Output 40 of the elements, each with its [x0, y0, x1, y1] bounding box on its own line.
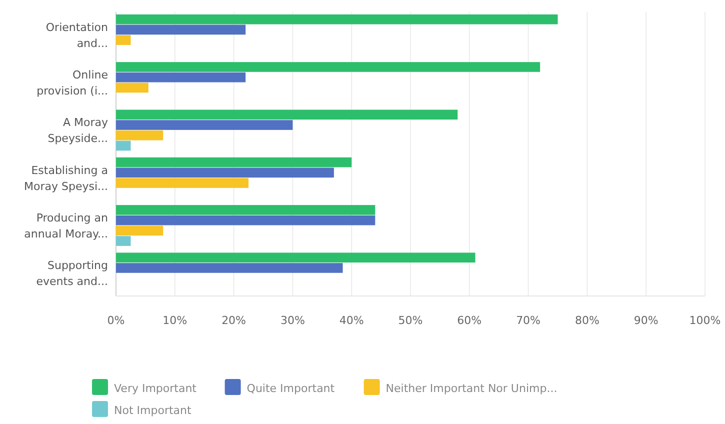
bar [116, 35, 131, 45]
y-tick-label: Supporting events and... [36, 259, 108, 288]
bar [116, 168, 334, 178]
y-tick-label: Producing an annual Moray... [24, 211, 108, 240]
legend-label: Very Important [114, 382, 198, 395]
bar [116, 72, 246, 82]
x-tick-label: 20% [222, 314, 246, 327]
x-tick-label: 10% [162, 314, 188, 327]
bar [116, 14, 558, 24]
bar [116, 110, 458, 120]
bar [116, 140, 131, 151]
x-tick-label: 50% [398, 314, 423, 327]
x-tick-label: 100% [689, 314, 721, 327]
bar [116, 205, 376, 215]
y-tick-label: Online provision (i... [36, 68, 108, 98]
bar [116, 62, 540, 72]
x-tick-label: 0% [107, 314, 125, 327]
x-tick-label: 40% [339, 314, 364, 327]
bar [116, 215, 376, 226]
x-tick-label: 80% [574, 314, 600, 327]
x-tick-label: 70% [516, 314, 541, 327]
bar [116, 24, 246, 35]
y-tick-label: Establishing a Moray Speysi... [24, 164, 108, 193]
legend-label: Not Important [114, 404, 192, 417]
bar [116, 252, 476, 263]
y-tick-label: A Moray Speyside... [48, 116, 108, 146]
bar [116, 82, 148, 93]
x-tick-label: 30% [280, 314, 305, 327]
bar [116, 226, 164, 236]
bar [116, 263, 343, 273]
bar [116, 130, 164, 140]
bar [116, 157, 352, 168]
bar [116, 120, 293, 130]
x-tick-label: 90% [634, 314, 658, 327]
bar [116, 178, 249, 188]
x-tick-label: 60% [457, 314, 482, 327]
y-tick-label: Orientation and... [46, 20, 108, 50]
legend-label: Neither Important Nor Unimp... [386, 382, 558, 395]
bar [116, 236, 131, 246]
legend-label: Quite Important [246, 382, 336, 395]
